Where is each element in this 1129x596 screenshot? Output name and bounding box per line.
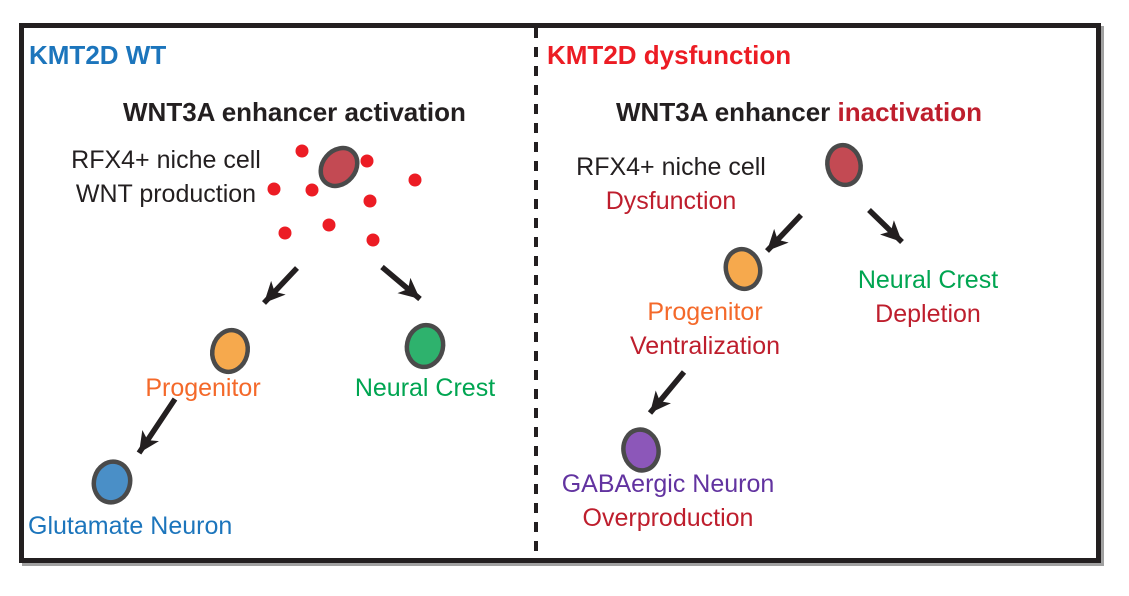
wnt-ligand-dot	[363, 194, 377, 208]
left-progenitor-label: Progenitor	[145, 374, 261, 402]
right-niche-line2: Dysfunction	[605, 187, 737, 215]
arrow-icon	[261, 266, 300, 305]
wnt-ligand-dot	[305, 183, 319, 197]
right-subtitle-black: WNT3A enhancer	[616, 97, 831, 127]
progenitor-cell	[209, 327, 251, 375]
figure-border-box	[19, 23, 1101, 563]
left-glutamate-label: Glutamate Neuron	[28, 512, 233, 540]
arrow-icon	[765, 213, 803, 253]
right-gaba-label: GABAergic Neuron Overproduction	[562, 467, 775, 535]
niche-cell	[318, 145, 360, 189]
right-subtitle-red: inactivation	[837, 97, 983, 127]
arrow-icon	[380, 264, 422, 302]
neural-crest-cell	[404, 322, 446, 370]
arrow-icon	[136, 397, 178, 455]
right-niche-label: RFX4+ niche cell Dysfunction	[576, 150, 766, 218]
wnt-ligand-dot	[295, 144, 309, 158]
right-neural-crest-line2: Depletion	[875, 300, 981, 328]
wnt-ligand-dot	[278, 226, 292, 240]
wnt-ligand-dot	[322, 218, 336, 232]
left-subtitle: WNT3A enhancer activation	[123, 97, 466, 127]
right-gaba-line1: GABAergic Neuron	[561, 470, 775, 498]
left-neural-crest-label: Neural Crest	[354, 374, 496, 402]
left-niche-label: RFX4+ niche cell WNT production	[71, 143, 261, 211]
niche-cell	[825, 142, 863, 188]
right-gaba-line2: Overproduction	[582, 504, 754, 532]
right-panel-title: KMT2D dysfunction	[547, 40, 792, 70]
right-progenitor-label: Progenitor Ventralization	[630, 295, 780, 363]
right-progenitor-line2: Ventralization	[629, 332, 781, 360]
wnt-ligand-dot	[267, 182, 281, 196]
left-panel-graphics	[91, 144, 446, 505]
glutamate-neuron-cell	[91, 459, 133, 505]
right-subtitle: WNT3A enhancer inactivation	[616, 97, 982, 127]
left-niche-line2: WNT production	[75, 180, 257, 208]
left-panel-title: KMT2D WT	[29, 40, 167, 70]
right-progenitor-line1: Progenitor	[647, 298, 763, 326]
wnt-ligand-dot	[408, 173, 422, 187]
dashed-divider	[534, 28, 538, 558]
wnt-ligand-dot	[360, 154, 374, 168]
wnt-ligand-dot	[366, 233, 380, 247]
arrow-icon	[647, 370, 687, 415]
wnt-ligand-dots	[267, 144, 422, 247]
right-neural-crest-label: Neural Crest Depletion	[858, 263, 998, 331]
arrow-icon	[867, 208, 904, 244]
right-panel-graphics	[621, 142, 904, 473]
gabaergic-neuron-cell	[621, 427, 661, 473]
right-neural-crest-line1: Neural Crest	[857, 266, 999, 294]
right-niche-line1: RFX4+ niche cell	[576, 153, 766, 181]
left-niche-line1: RFX4+ niche cell	[71, 146, 261, 174]
progenitor-cell	[723, 246, 763, 292]
